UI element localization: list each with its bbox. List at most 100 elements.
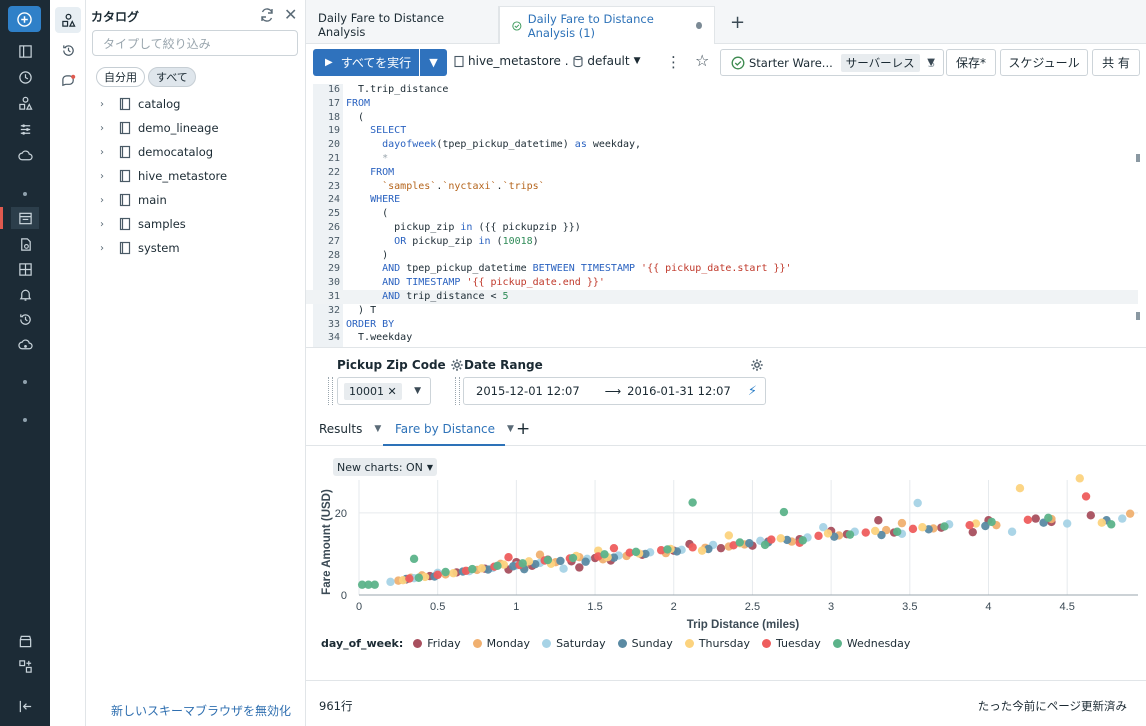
tab-fare-by-distance[interactable]: Fare by Distance ▼ [395,422,514,436]
schema-browser-icon[interactable] [55,7,81,33]
legend-item[interactable]: Wednesday [832,637,910,650]
marketplace-icon[interactable] [11,630,39,652]
tab-query-2[interactable]: Daily Fare to Distance Analysis (1) [499,6,715,44]
catalog-search-input[interactable]: タイプして絞り込み [92,30,298,56]
save-button[interactable]: 保存* [946,49,996,76]
pickup-zip-select[interactable]: 10001 ✕ ▼ [337,377,431,405]
add-visualization-plus-icon[interactable]: + [516,419,531,439]
chevron-right-icon[interactable]: › [100,170,104,182]
queries-icon[interactable] [11,233,39,255]
scatter-chart[interactable]: 0 0.5 1 1.5 2 2.5 3 3.5 4 4.5 0 20 Trip Distance (m… [306,446,1146,636]
gear-icon[interactable] [450,358,464,372]
compute-cloud-icon[interactable] [11,144,39,166]
code-line[interactable]: 20 dayofweek(tpep_pickup_datetime) as we… [306,138,1138,152]
legend-item[interactable]: Friday [413,637,461,650]
catalog-shapes-icon[interactable] [11,92,39,114]
run-all-button[interactable]: ▶ すべてを実行 [313,49,419,76]
disable-schema-browser-link[interactable]: 新しいスキーマブラウザを無効化 [111,704,292,718]
chevron-right-icon[interactable]: › [100,242,104,254]
chevron-right-icon[interactable]: › [100,98,104,110]
filter-mine-chip[interactable]: 自分用 [96,67,145,87]
date-end-value[interactable]: 2016-01-31 12:07 [627,384,731,398]
assistant-icon[interactable] [55,68,81,94]
code-line[interactable]: 26 pickup_zip in ({{ pickupzip }}) [306,221,1138,235]
code-line[interactable]: 24 WHERE [306,193,1138,207]
tab-query-1[interactable]: Daily Fare to Distance Analysis [306,6,499,44]
chevron-right-icon[interactable]: › [100,122,104,134]
chevron-down-icon[interactable]: ▼ [374,424,382,434]
new-charts-toggle[interactable]: New charts: ON ▼ [333,458,438,476]
editor-scrollbar-marker[interactable] [1136,154,1140,162]
chevron-right-icon[interactable]: › [100,194,104,206]
legend-item[interactable]: Sunday [617,637,673,650]
alerts-bell-icon[interactable] [11,283,39,305]
code-line[interactable]: 16 T.trip_distance [306,84,1138,97]
refresh-icon[interactable] [259,7,275,23]
chevron-right-icon[interactable]: › [100,218,104,230]
share-button[interactable]: 共 有 [1092,49,1140,76]
new-plus-icon[interactable] [8,6,41,32]
collapse-sidebar-icon[interactable] [11,695,39,717]
code-line[interactable]: 27 OR pickup_zip in (10018) [306,235,1138,249]
lightning-icon[interactable]: ⚡ [747,383,757,399]
code-line[interactable]: 28 ) [306,249,1138,263]
tree-item-democatalog[interactable]: › democatalog [100,142,213,162]
legend-label: Monday [486,637,531,650]
date-start-value[interactable]: 2015-12-01 12:07 [476,384,580,398]
code-line[interactable]: 31 AND trip_distance < 5 [306,290,1138,304]
warehouse-selector[interactable]: Starter Ware... サーバーレス S ▼ [720,49,944,76]
tree-item-main[interactable]: › main [100,190,167,210]
gear-icon[interactable] [750,358,764,372]
code-line[interactable]: 33 ORDER BY [306,318,1138,332]
code-line[interactable]: 25 ( [306,207,1138,221]
drag-handle-icon[interactable] [328,377,333,405]
code-line[interactable]: 21 * [306,152,1138,166]
code-line[interactable]: 19 SELECT [306,124,1138,138]
partner-connect-icon[interactable] [11,655,39,677]
dashboards-icon[interactable] [11,258,39,280]
data-point [782,535,792,545]
more-options-kebab-icon[interactable]: ⋮ [666,53,681,71]
editor-scrollbar-marker[interactable] [1136,312,1140,320]
sql-editor-icon[interactable] [0,207,39,229]
filter-all-chip[interactable]: すべて [148,67,196,87]
tab-results[interactable]: Results ▼ [319,422,381,436]
code-line[interactable]: 32 ) T [306,304,1138,318]
code-line[interactable]: 17 FROM [306,97,1138,111]
code-line[interactable]: 29 AND tpep_pickup_datetime BETWEEN TIME… [306,262,1138,276]
tree-item-demo-lineage[interactable]: › demo_lineage [100,118,219,138]
sql-code-editor[interactable]: 16 T.trip_distance 17 FROM 18 (19 SELECT 20 … [306,84,1146,348]
workspace-icon[interactable] [11,40,39,62]
favorite-star-icon[interactable]: ☆ [695,51,710,70]
remove-x-icon[interactable]: ✕ [387,384,397,398]
chevron-right-icon[interactable]: › [100,146,104,158]
add-tab-plus-icon[interactable]: + [730,12,746,33]
legend-item[interactable]: Thursday [684,637,750,650]
close-icon[interactable]: ✕ [284,5,298,24]
schedule-button[interactable]: スケジュール [1000,49,1088,76]
chevron-down-icon[interactable]: ▼ [507,424,514,434]
code-line[interactable]: 34 T.weekday [306,331,1138,345]
workflows-icon[interactable] [11,118,39,140]
legend-item[interactable]: Monday [472,637,531,650]
query-history-icon[interactable] [11,308,39,330]
date-range-picker[interactable]: 2015-12-01 12:07 ⟶ 2016-01-31 12:07 ⚡ [463,377,766,405]
code-line[interactable]: 22 FROM [306,166,1138,180]
code-line[interactable]: 18 ( [306,111,1138,125]
legend-label: Saturday [556,637,606,650]
drag-handle-icon[interactable] [455,377,460,405]
run-options-chevron-icon[interactable]: ▼ [420,49,447,76]
code-line[interactable]: 30 AND TIMESTAMP '{{ pickup_date.end }}' [306,276,1138,290]
legend-item[interactable]: Saturday [542,637,606,650]
recents-clock-icon[interactable] [11,66,39,88]
tree-item-hive-metastore[interactable]: › hive_metastore [100,166,227,186]
sql-warehouses-icon[interactable] [11,333,39,355]
tree-item-system[interactable]: › system [100,238,180,258]
history-icon[interactable] [55,37,81,63]
tree-item-samples[interactable]: › samples [100,214,186,234]
catalog-schema-selector[interactable]: hive_metastore . default ▼ [453,54,641,68]
code-line[interactable]: 23 `samples`.`nyctaxi`.`trips` [306,180,1138,194]
legend-item[interactable]: Tuesday [761,637,821,650]
tree-item-catalog[interactable]: › catalog [100,94,180,114]
unsaved-dot-icon[interactable] [696,22,702,29]
